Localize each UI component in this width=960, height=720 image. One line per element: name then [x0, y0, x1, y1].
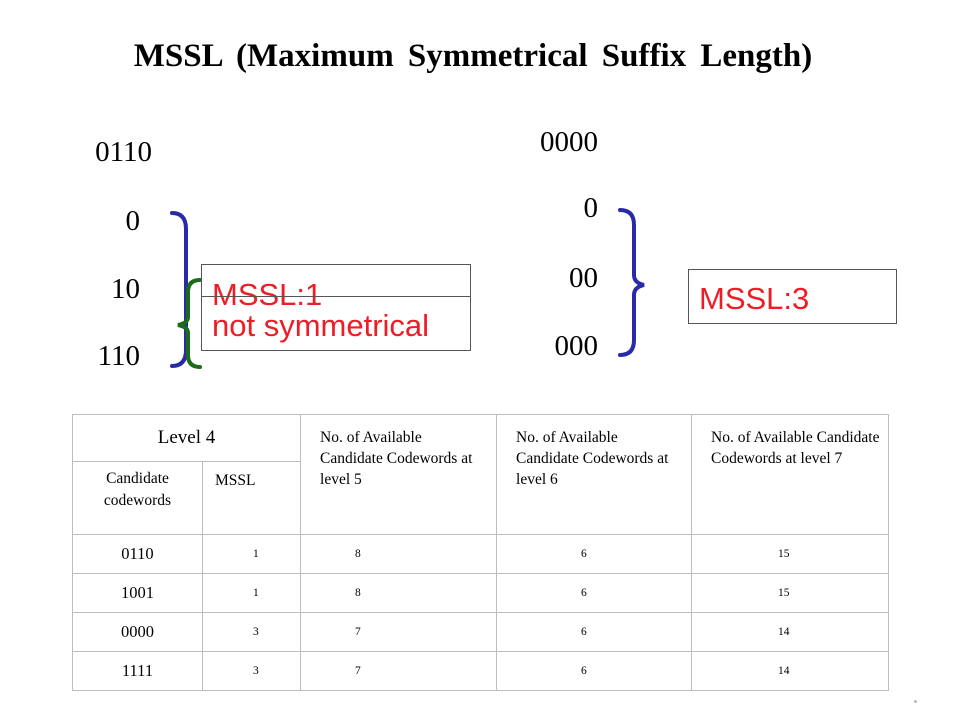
level-7-cell: 14: [691, 651, 890, 691]
header-level-5: No. of Available Candidate Codewords at …: [300, 414, 498, 535]
table-row: 1111 3 7 6 14: [72, 651, 890, 691]
mssl-cell: 1: [201, 573, 302, 613]
table-row: 0000 3 7 6 14: [72, 612, 890, 652]
right-suffix-3: 000: [554, 330, 599, 362]
level-6-cell: 6: [496, 534, 693, 574]
level-5-cell: 8: [300, 573, 498, 613]
level-7-cell: 15: [691, 534, 890, 574]
mssl-cell: 3: [201, 651, 302, 691]
codeword-cell: 0110: [72, 534, 203, 574]
level-6-cell: 6: [496, 573, 693, 613]
left-suffix-2: 10: [111, 273, 140, 305]
level-5-cell: 8: [300, 534, 498, 574]
right-codeword: 0000: [540, 126, 598, 158]
blue-brace-icon: [170, 211, 188, 368]
page-title: MSSL (Maximum Symmetrical Suffix Length): [133, 38, 813, 74]
codeword-cell: 1111: [72, 651, 203, 691]
level-6-cell: 6: [496, 612, 693, 652]
table-row: 1001 1 8 6 15: [72, 573, 890, 613]
mssl-cell: 3: [201, 612, 302, 652]
candidate-header: Candidate codewords: [72, 461, 203, 535]
mssl-label: MSSL:1: [212, 277, 323, 312]
table-row: 0110 1 8 6 15: [72, 534, 890, 574]
left-suffix-1: 0: [125, 205, 141, 237]
level-7-cell: 15: [691, 573, 890, 613]
level-5-cell: 7: [300, 651, 498, 691]
header-level-7: No. of Available Candidate Codewords at …: [691, 414, 890, 535]
mssl-label-box: MSSL:1: [201, 264, 471, 310]
left-codeword: 0110: [95, 136, 152, 168]
level-6-cell: 6: [496, 651, 693, 691]
mssl-header: MSSL: [201, 461, 302, 535]
decorative-dot: [914, 700, 917, 703]
codeword-table: Level 4 No. of Available Candidate Codew…: [71, 414, 890, 691]
codeword-cell: 0000: [72, 612, 203, 652]
right-suffix-2: 00: [569, 262, 598, 294]
right-suffix-1: 0: [583, 192, 599, 224]
level-header: Level 4: [71, 414, 302, 462]
header-level-6: No. of Available Candidate Codewords at …: [496, 414, 693, 535]
not-symmetrical-box: not symmetrical: [201, 296, 471, 351]
not-symmetrical-label: not symmetrical: [212, 308, 430, 343]
mssl-cell: 1: [201, 534, 302, 574]
right-brace-icon: [618, 208, 645, 357]
green-brace-icon: [177, 278, 202, 369]
mssl-3-label: MSSL:3: [699, 281, 810, 316]
left-suffix-3: 110: [97, 340, 140, 372]
codeword-cell: 1001: [72, 573, 203, 613]
level-7-cell: 14: [691, 612, 890, 652]
mssl-3-box: MSSL:3: [688, 269, 897, 324]
level-5-cell: 7: [300, 612, 498, 652]
